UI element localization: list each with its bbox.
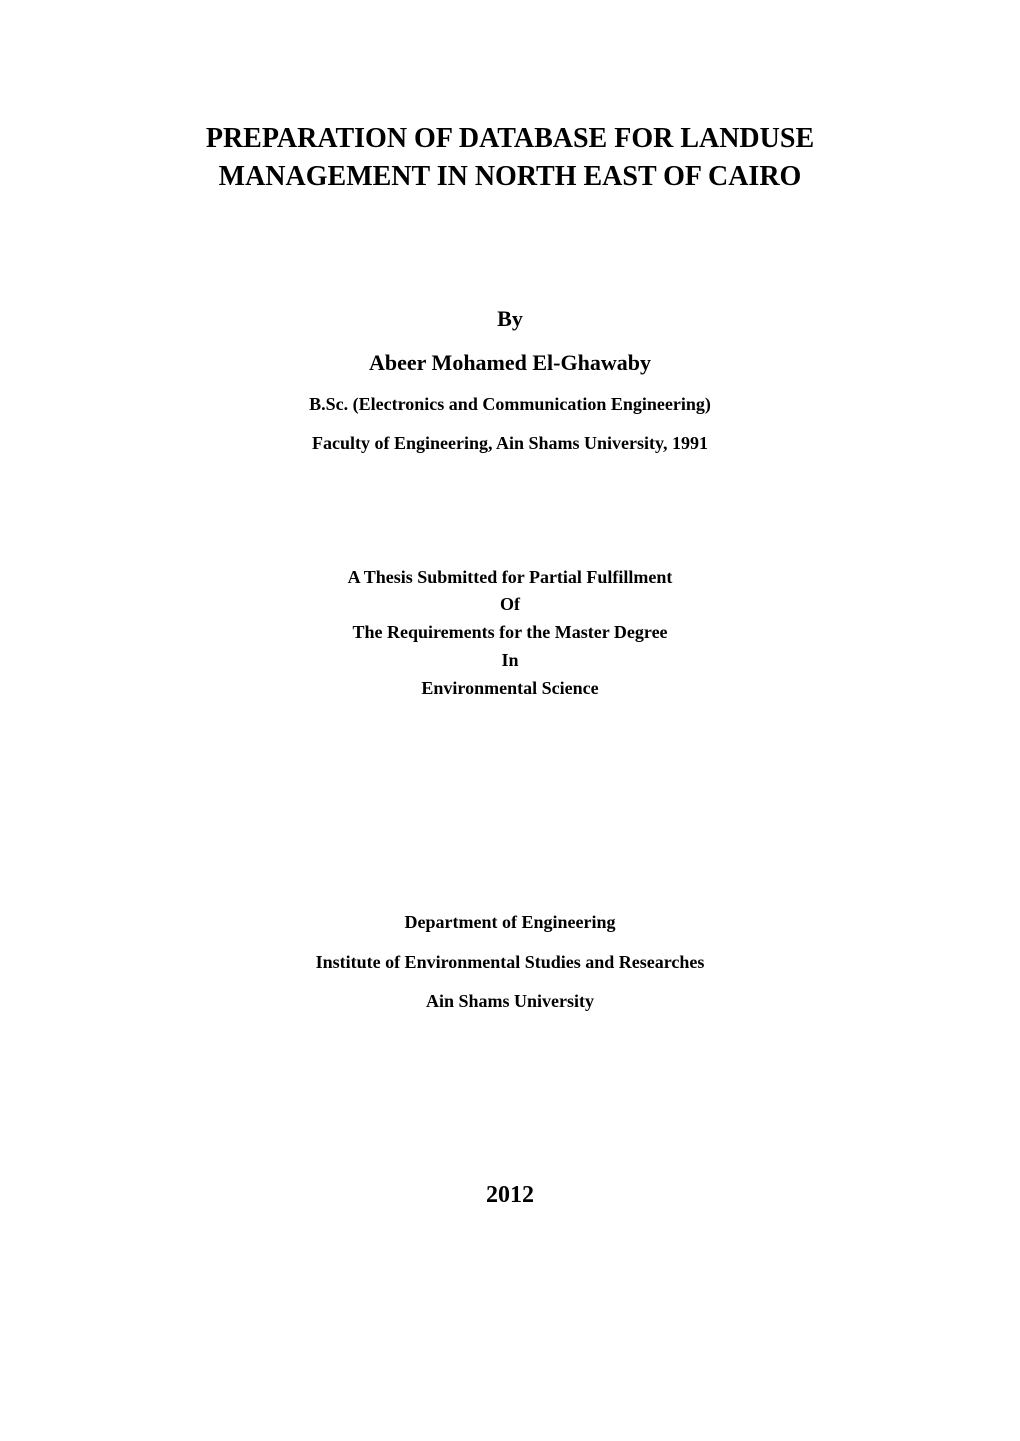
department-line-1: Department of Engineering — [120, 903, 900, 943]
thesis-title: PREPARATION OF DATABASE FOR LANDUSE MANA… — [120, 120, 900, 196]
thesis-line-1: A Thesis Submitted for Partial Fulfillme… — [230, 564, 790, 592]
thesis-line-3: The Requirements for the Master Degree — [230, 619, 790, 647]
department-line-3: Ain Shams University — [120, 982, 900, 1022]
thesis-line-4: In — [230, 647, 790, 675]
author-block: By Abeer Mohamed El-Ghawaby B.Sc. (Elect… — [120, 306, 900, 454]
thesis-line-5: Environmental Science — [230, 675, 790, 703]
author-name: Abeer Mohamed El-Ghawaby — [120, 350, 900, 376]
title-line-1: PREPARATION OF DATABASE FOR LANDUSE — [120, 120, 900, 158]
thesis-line-2: Of — [230, 591, 790, 619]
department-block: Department of Engineering Institute of E… — [120, 903, 900, 1022]
by-label: By — [120, 306, 900, 332]
author-faculty: Faculty of Engineering, Ain Shams Univer… — [120, 433, 900, 454]
title-line-2: MANAGEMENT IN NORTH EAST OF CAIRO — [120, 158, 900, 196]
department-line-2: Institute of Environmental Studies and R… — [120, 943, 900, 983]
year: 2012 — [120, 1182, 900, 1209]
author-degree: B.Sc. (Electronics and Communication Eng… — [120, 394, 900, 415]
thesis-title-page: PREPARATION OF DATABASE FOR LANDUSE MANA… — [0, 0, 1020, 1441]
thesis-statement: A Thesis Submitted for Partial Fulfillme… — [230, 564, 790, 703]
